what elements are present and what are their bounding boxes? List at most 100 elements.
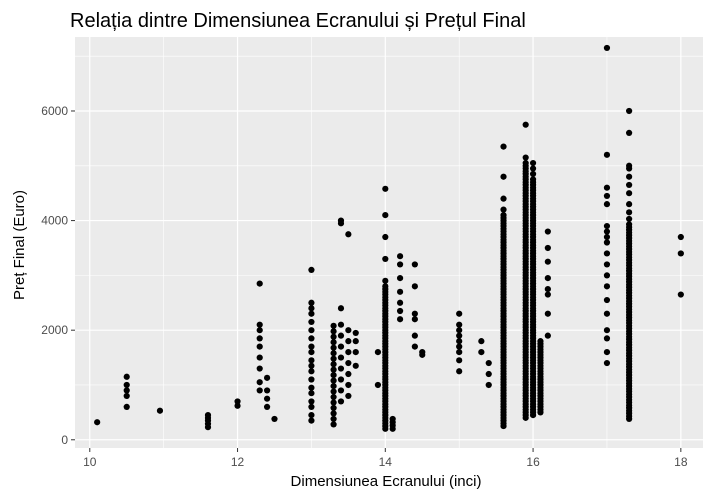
- y-tick-label: 2000: [41, 323, 68, 337]
- data-point: [411, 316, 418, 323]
- plot-panel: [75, 37, 703, 448]
- data-point: [123, 381, 130, 389]
- data-point: [330, 404, 337, 412]
- data-point: [308, 343, 315, 350]
- data-point: [529, 165, 537, 172]
- data-point: [345, 231, 352, 238]
- data-point: [522, 121, 529, 128]
- data-point: [603, 327, 611, 334]
- data-point: [308, 412, 315, 419]
- data-point: [345, 370, 352, 378]
- data-point: [626, 201, 633, 208]
- data-point: [308, 305, 315, 312]
- data-point: [500, 195, 507, 202]
- data-point: [256, 387, 263, 394]
- data-point: [603, 239, 611, 246]
- data-point: [345, 359, 352, 367]
- data-point: [626, 173, 633, 180]
- data-point: [308, 398, 315, 405]
- data-point: [308, 299, 315, 306]
- data-point: [271, 415, 278, 423]
- data-point: [522, 159, 529, 167]
- data-point: [456, 327, 463, 334]
- data-point: [500, 173, 507, 180]
- data-point: [204, 412, 212, 419]
- data-point: [626, 209, 633, 216]
- data-point: [677, 250, 684, 257]
- data-point: [396, 299, 404, 306]
- data-point: [626, 162, 633, 169]
- data-point: [345, 338, 352, 345]
- data-point: [537, 338, 544, 345]
- y-tick-label: 0: [61, 433, 68, 447]
- data-point: [544, 310, 551, 317]
- x-tick-label: 10: [83, 455, 97, 469]
- data-point: [337, 354, 345, 361]
- data-point: [123, 392, 130, 400]
- data-point: [337, 387, 345, 394]
- data-point: [456, 343, 463, 350]
- data-point: [337, 365, 345, 372]
- data-point: [374, 349, 382, 356]
- data-point: [603, 201, 611, 208]
- data-point: [256, 335, 263, 342]
- data-point: [382, 212, 389, 219]
- data-point: [456, 332, 463, 339]
- data-point: [308, 310, 315, 317]
- y-tick-label: 4000: [41, 214, 68, 228]
- data-point: [234, 398, 241, 405]
- data-point: [352, 349, 359, 356]
- data-point: [382, 277, 389, 284]
- data-point: [411, 343, 418, 350]
- data-point: [123, 387, 130, 394]
- data-point: [626, 215, 633, 223]
- data-point: [337, 321, 345, 328]
- data-point: [544, 275, 551, 282]
- data-point: [256, 354, 263, 361]
- y-axis: 0 2000 4000 6000: [41, 104, 75, 447]
- data-point: [308, 266, 315, 273]
- data-point: [330, 382, 337, 390]
- data-point: [308, 327, 315, 334]
- data-point: [544, 285, 551, 293]
- data-point: [94, 419, 101, 426]
- data-point: [603, 359, 611, 367]
- data-point: [382, 233, 389, 241]
- data-point: [603, 44, 611, 52]
- data-point: [603, 222, 611, 230]
- x-tick-label: 12: [231, 455, 245, 469]
- data-point: [396, 261, 404, 268]
- data-point: [382, 255, 389, 263]
- x-tick-label: 14: [379, 455, 393, 469]
- data-point: [337, 376, 345, 383]
- data-point: [396, 253, 404, 260]
- data-point: [308, 417, 315, 424]
- data-point: [626, 129, 633, 136]
- data-point: [396, 316, 404, 323]
- data-point: [603, 192, 611, 200]
- data-point: [156, 407, 164, 414]
- data-point: [330, 421, 337, 428]
- x-axis-title: Dimensiunea Ecranului (inci): [291, 473, 482, 490]
- data-point: [263, 374, 271, 381]
- data-point: [603, 335, 611, 342]
- data-point: [263, 403, 271, 410]
- data-point: [544, 291, 551, 298]
- data-point: [419, 349, 426, 356]
- data-point: [603, 151, 611, 158]
- data-point: [308, 362, 315, 369]
- data-point: [256, 321, 263, 328]
- data-point: [308, 384, 315, 391]
- data-point: [308, 368, 315, 375]
- data-point: [456, 368, 463, 375]
- data-point: [603, 310, 611, 317]
- data-point: [603, 349, 611, 356]
- data-point: [603, 261, 611, 268]
- data-point: [345, 392, 352, 400]
- data-point: [544, 258, 551, 265]
- data-point: [485, 359, 492, 367]
- data-point: [337, 343, 345, 350]
- data-point: [677, 291, 684, 298]
- data-point: [626, 221, 633, 228]
